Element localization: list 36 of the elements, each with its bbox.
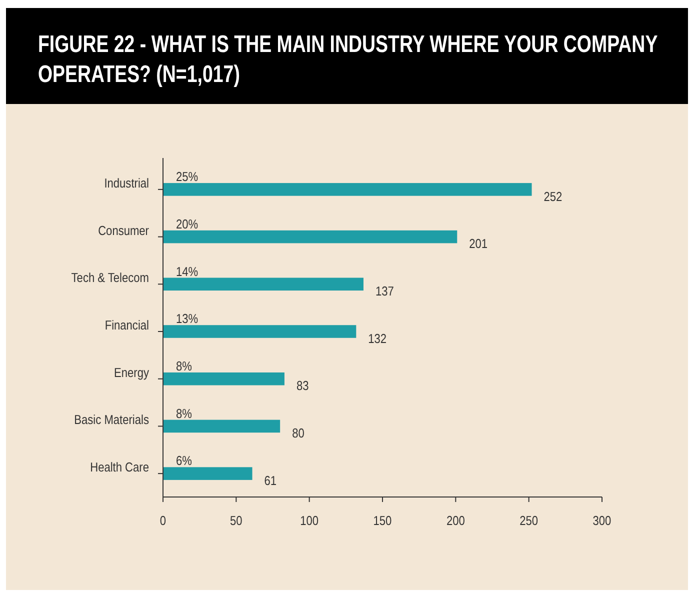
x-tick-label: 200 [446,513,466,528]
y-tick-label: Consumer [98,222,149,238]
bar [163,278,364,291]
annotation: 6% [176,453,192,468]
annotation: 20% [176,216,198,232]
bar [163,420,280,433]
data-label: 132 [368,331,387,346]
bar [163,325,356,338]
annotation: 8% [176,406,192,422]
bar [163,230,458,244]
x-tick-label: 150 [373,513,392,528]
data-label: 61 [264,473,277,488]
y-tick-label: Industrial [104,176,149,191]
y-tick-label: Basic Materials [74,412,149,428]
annotation: 25% [176,169,198,184]
annotation: 13% [176,311,198,326]
x-tick-label: 250 [520,513,538,528]
data-label: 80 [292,426,305,441]
x-tick-label: 100 [300,513,319,528]
data-label: 137 [375,284,394,299]
data-label: 83 [296,378,310,394]
x-tick-label: 0 [160,513,166,528]
x-tick-label: 50 [230,513,243,528]
annotation: 8% [176,358,192,374]
bar [163,372,284,386]
data-label: 201 [469,236,488,252]
bar [163,467,252,480]
annotation: 14% [176,264,198,279]
y-tick-label: Financial [104,318,149,333]
y-tick-label: Energy [114,365,149,380]
y-tick-label: Tech & Telecom [71,270,149,286]
data-label: 252 [544,188,562,204]
bar [163,183,532,196]
x-tick-label: 300 [592,513,612,528]
chart-title: FIGURE 22 - WHAT IS THE MAIN INDUSTRY WHERE YOUR COMPANY OPERATES? (N=1,017) [38,30,658,88]
y-tick-label: Health Care [90,460,150,475]
